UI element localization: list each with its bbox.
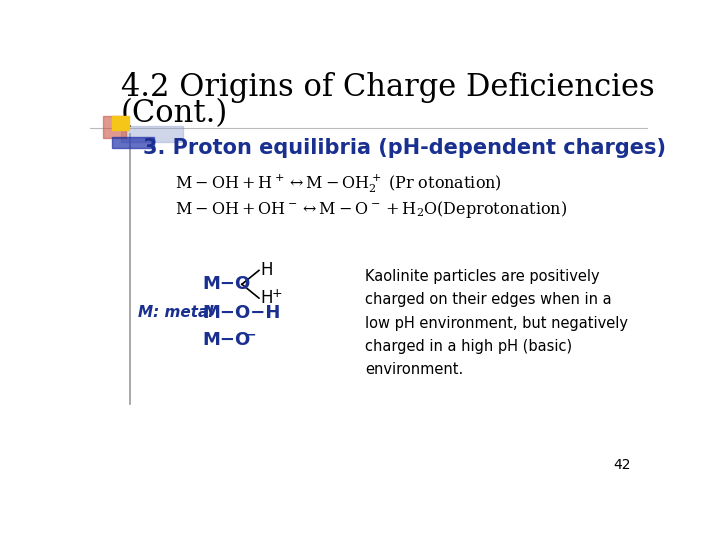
Text: (Cont.): (Cont.) [121,98,228,129]
Text: 3. Proton equilibria (pH-dependent charges): 3. Proton equilibria (pH-dependent charg… [143,138,666,158]
Bar [112,137,154,148]
Text: M−O: M−O [202,275,251,293]
Text: −: − [246,328,256,342]
Text: M−O−H: M−O−H [202,303,281,322]
Text: 42: 42 [613,458,631,472]
Text: H: H [261,289,273,307]
Text: +: + [271,287,282,300]
Text: Kaolinite particles are positively
charged on their edges when in a
low pH envir: Kaolinite particles are positively charg… [365,269,628,377]
Text: $\mathregular{M-OH+OH^-\leftrightarrow M-O^-+H_2O}$(Deprotonation): $\mathregular{M-OH+OH^-\leftrightarrow M… [175,199,567,220]
Text: 4.2 Origins of Charge Deficiencies: 4.2 Origins of Charge Deficiencies [121,72,654,103]
Text: M: metal: M: metal [138,305,214,320]
Text: $\mathregular{M-OH+H^+\leftrightarrow M-OH_2^+}$ (Pr otonation): $\mathregular{M-OH+H^+\leftrightarrow M-… [175,173,503,195]
Text: M−O: M−O [202,332,251,349]
Bar [121,126,183,142]
Bar [103,117,127,138]
Text: H: H [261,261,273,279]
Bar [112,117,129,130]
